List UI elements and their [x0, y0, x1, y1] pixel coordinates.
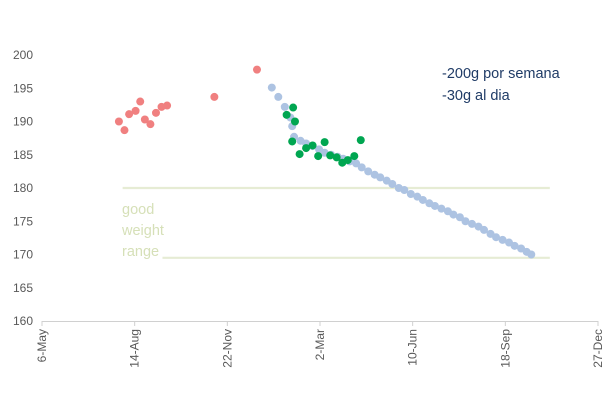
x-tick-label: 6-May [35, 329, 49, 362]
point-recent-weigh-ins [320, 138, 329, 147]
point-projection [492, 233, 501, 242]
x-tick-label: 22-Nov [220, 329, 234, 368]
point-projection [430, 201, 439, 210]
x-tick-label: 14-Aug [128, 329, 142, 368]
point-recent-weigh-ins [314, 152, 323, 161]
point-projection [449, 210, 458, 219]
y-tick-label: 195 [13, 81, 33, 95]
annotation-daily-loss: -30g al dia [442, 88, 510, 104]
point-projection [455, 213, 464, 222]
point-projection [527, 250, 536, 259]
point-recent-weigh-ins [343, 156, 352, 165]
y-tick-label: 200 [13, 48, 33, 62]
point-earlier-weigh-ins [146, 120, 155, 129]
point-recent-weigh-ins [282, 110, 291, 119]
point-recent-weigh-ins [290, 117, 299, 126]
point-projection [418, 195, 427, 204]
point-projection [352, 159, 361, 168]
x-tick-label: 18-Sep [498, 329, 512, 368]
point-earlier-weigh-ins [151, 108, 160, 117]
point-projection [274, 92, 283, 101]
range-label-weight: weight [122, 223, 164, 239]
data-points [114, 65, 536, 259]
point-projection [388, 180, 397, 189]
x-axis: 6-May 14-Aug 22-Nov 2-Mar 10-Jun 18-Sep 27-Dec [35, 321, 605, 368]
point-earlier-weigh-ins [120, 126, 129, 135]
point-earlier-weigh-ins [136, 97, 145, 106]
point-projection [437, 204, 446, 213]
point-projection [400, 185, 409, 194]
point-projection [467, 219, 476, 228]
point-earlier-weigh-ins [125, 110, 134, 119]
point-earlier-weigh-ins [114, 117, 123, 126]
point-recent-weigh-ins [308, 141, 317, 150]
point-projection [498, 235, 507, 244]
point-projection [280, 102, 289, 111]
point-earlier-weigh-ins [131, 106, 140, 115]
y-tick-label: 170 [13, 248, 33, 262]
x-tick-label: 27-Dec [591, 329, 605, 368]
y-tick-label: 165 [13, 281, 33, 295]
point-projection [461, 217, 470, 226]
y-tick-label: 160 [13, 314, 33, 328]
y-axis: 160 165 170 175 180 185 190 195 200 [13, 48, 33, 328]
point-recent-weigh-ins [289, 103, 298, 112]
point-recent-weigh-ins [302, 144, 311, 153]
point-projection [406, 189, 415, 198]
point-projection [364, 167, 373, 176]
reference-lines [122, 186, 550, 259]
point-recent-weigh-ins [332, 153, 341, 162]
point-earlier-weigh-ins [210, 92, 219, 101]
range-label-range: range [122, 244, 160, 260]
point-earlier-weigh-ins [163, 101, 172, 110]
range-label-good: good [122, 202, 155, 218]
point-earlier-weigh-ins [252, 65, 261, 74]
point-recent-weigh-ins [356, 136, 365, 145]
y-tick-label: 180 [13, 181, 33, 195]
point-projection [376, 173, 385, 182]
point-recent-weigh-ins [295, 150, 304, 159]
y-tick-label: 185 [13, 148, 33, 162]
point-projection [267, 83, 276, 92]
annotation-weekly-loss: -200g por semana [442, 66, 560, 82]
y-tick-label: 190 [13, 115, 33, 129]
point-projection [510, 241, 519, 250]
point-recent-weigh-ins [288, 137, 297, 146]
y-tick-label: 175 [13, 214, 33, 228]
point-earlier-weigh-ins [140, 115, 149, 124]
x-tick-label: 2-Mar [313, 329, 327, 360]
point-projection [357, 163, 366, 172]
x-tick-label: 10-Jun [406, 329, 420, 366]
point-recent-weigh-ins [350, 152, 359, 161]
point-projection [480, 225, 489, 234]
point-recent-weigh-ins [326, 151, 335, 160]
